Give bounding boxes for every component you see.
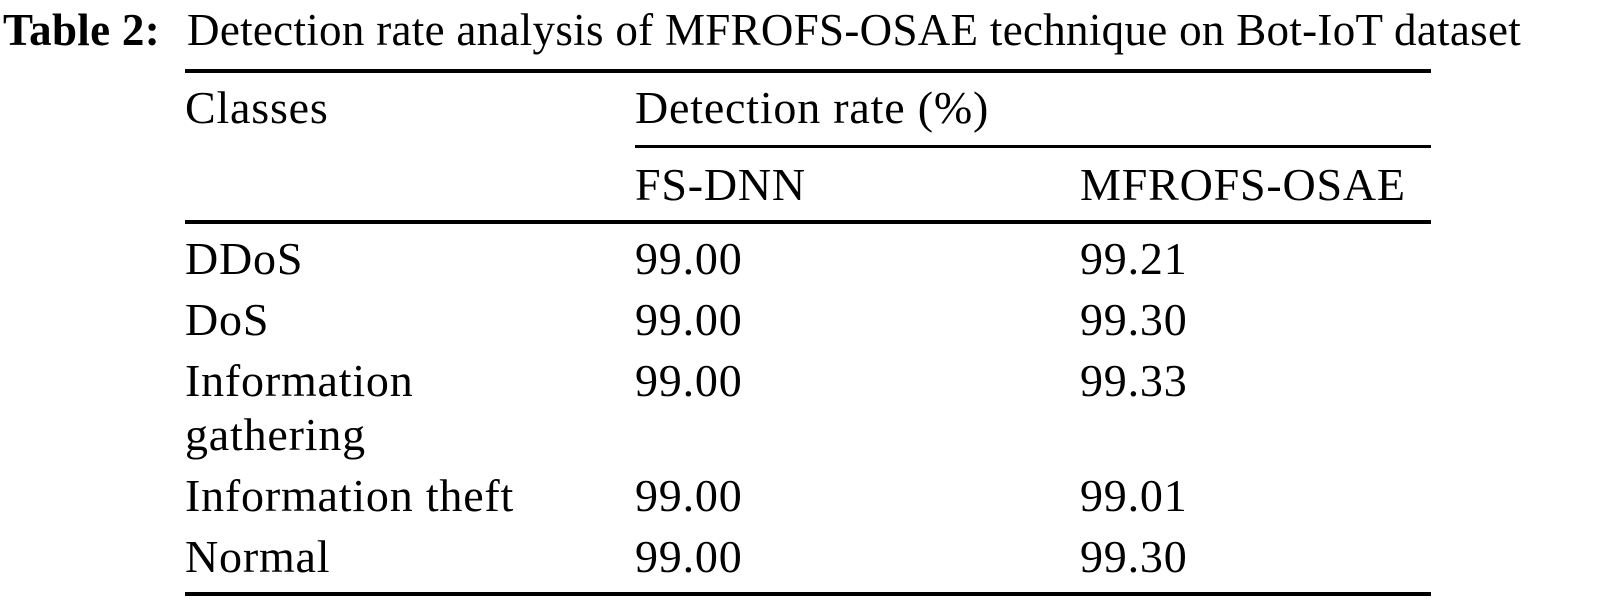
cell-class: Information theft [185, 470, 515, 521]
table-body: DDoS 99.00 99.21 DoS 99.00 99.30 Informa… [185, 222, 1432, 594]
cell-mfrofs-osae-value: 99.30 [1080, 531, 1188, 582]
detection-rate-table: Classes Detection rate (%) FS-DNN MFROFS… [185, 69, 1432, 596]
cell-mfrofs-osae-value: 99.30 [1080, 294, 1188, 345]
header-row-methods: FS-DNN MFROFS-OSAE [185, 146, 1432, 224]
cell-class: Information gathering [185, 355, 414, 460]
cell-class: DDoS [185, 233, 304, 284]
table-row: DoS 99.00 99.30 [185, 289, 1431, 350]
cell-mfrofs-osae-value: 99.21 [1080, 233, 1188, 284]
column-header-classes: Classes [185, 71, 635, 224]
cell-class: Normal [185, 531, 331, 582]
column-header-detection-rate: Detection rate (%) [635, 71, 1432, 148]
cell-fs-dnn-value: 99.00 [635, 233, 743, 284]
cell-mfrofs-osae-value: 99.01 [1080, 470, 1188, 521]
table-caption-text: Detection rate analysis of MFROFS-OSAE t… [187, 5, 1522, 55]
header-row-group: Classes Detection rate (%) [185, 71, 1432, 224]
table-row: Information gathering 99.00 99.33 [185, 350, 1431, 465]
table-row: DDoS 99.00 99.21 [185, 222, 1431, 289]
cell-fs-dnn-value: 99.00 [635, 355, 743, 406]
table-row: Normal 99.00 99.30 [185, 526, 1431, 594]
table-caption-label: Table 2: [3, 5, 161, 55]
cell-fs-dnn-value: 99.00 [635, 470, 743, 521]
table-header: Classes Detection rate (%) FS-DNN MFROFS… [185, 71, 1432, 224]
cell-fs-dnn-value: 99.00 [635, 531, 743, 582]
cell-fs-dnn-value: 99.00 [635, 294, 743, 345]
cell-mfrofs-osae-value: 99.33 [1080, 355, 1188, 406]
column-header-fs-dnn: FS-DNN [635, 146, 1080, 224]
table-row: Information theft 99.00 99.01 [185, 465, 1431, 526]
table-caption: Table 2: Detection rate analysis of MFROF… [3, 2, 1521, 58]
cell-class: DoS [185, 294, 270, 345]
column-header-mfrofs-osae: MFROFS-OSAE [1080, 146, 1432, 224]
